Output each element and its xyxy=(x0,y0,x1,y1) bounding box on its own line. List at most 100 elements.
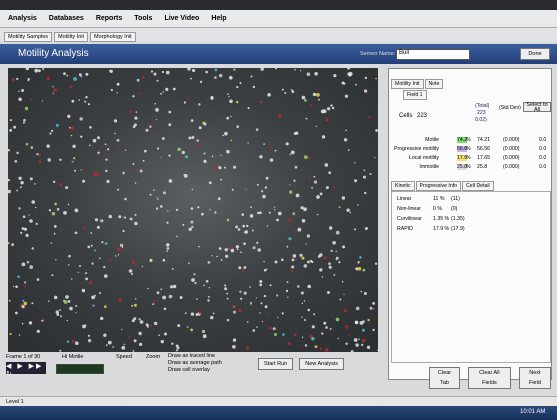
cell-dot xyxy=(97,136,100,139)
cell-dot xyxy=(342,196,345,199)
cell-dot xyxy=(150,194,152,196)
cell-dot xyxy=(330,104,332,106)
cell-dot xyxy=(75,341,79,345)
cell-dot xyxy=(297,285,299,287)
cell-dot xyxy=(291,151,295,155)
table-cell: 25.8 xyxy=(477,164,487,170)
cell-dot xyxy=(204,123,207,126)
cell-dot xyxy=(345,129,347,131)
cell-dot xyxy=(375,78,376,79)
table-row: RAPID17.9 %(17.9) xyxy=(393,226,549,234)
kinetic-tab[interactable]: Cell Detail xyxy=(462,181,494,191)
table-cell: % xyxy=(466,164,471,170)
cell-dot xyxy=(160,157,161,158)
table-cell: (17.9) xyxy=(451,226,465,232)
done-button[interactable]: Done xyxy=(520,48,550,60)
kinetic-tab[interactable]: Progressive Info xyxy=(416,181,461,191)
cell-dot xyxy=(226,293,228,295)
cell-dot xyxy=(322,135,325,138)
control-button[interactable]: New Analysis xyxy=(299,358,344,370)
speed-label: Speed xyxy=(116,354,132,360)
cell-dot xyxy=(357,261,359,263)
menu-item[interactable]: Analysis xyxy=(8,15,37,22)
cell-dot xyxy=(304,264,308,268)
cell-dot xyxy=(304,319,306,321)
kinetic-tab[interactable]: Kinetic xyxy=(391,181,415,191)
draw-option[interactable]: Draw as traced line xyxy=(168,353,222,360)
panel-button[interactable]: Clear All Fields xyxy=(468,367,511,389)
menu-item[interactable]: Databases xyxy=(49,15,84,22)
menu-item[interactable]: Tools xyxy=(134,15,152,22)
microscope-view xyxy=(8,68,378,352)
cell-dot xyxy=(329,266,332,269)
cell-dot xyxy=(52,212,56,216)
cell-dot xyxy=(262,195,266,199)
cell-dot xyxy=(42,100,43,101)
cell-dot xyxy=(72,161,74,163)
cell-dot xyxy=(208,261,211,264)
menu-bar: Analysis Databases Reports Tools Live Video H… xyxy=(0,10,557,28)
select-all-button[interactable]: Select to All xyxy=(523,102,551,112)
cell-dot xyxy=(80,117,83,120)
cell-dot xyxy=(150,259,153,262)
cell-dot xyxy=(224,287,227,290)
cell-dot xyxy=(187,326,189,328)
table-cell: 56.56 xyxy=(477,146,490,152)
cell-dot xyxy=(364,169,366,171)
tab[interactable]: Morphology Init xyxy=(90,32,136,42)
cell-dot xyxy=(190,78,192,80)
cell-dot xyxy=(35,207,36,208)
sample-select[interactable]: Bull xyxy=(396,49,470,60)
draw-option[interactable]: Draw as average path xyxy=(168,360,222,367)
cell-dot xyxy=(133,125,136,128)
cell-dot xyxy=(81,169,82,170)
menu-item[interactable]: Live Video xyxy=(164,15,199,22)
panel-button[interactable]: Clear Tab xyxy=(429,367,460,389)
panel-tab[interactable]: Motility Init xyxy=(391,79,424,89)
cell-dot xyxy=(293,254,297,258)
cell-dot xyxy=(163,259,166,262)
table-cell: Curvilinear xyxy=(397,216,422,222)
panel-tab[interactable]: Note xyxy=(425,79,444,89)
cell-dot xyxy=(249,286,251,288)
cell-dot xyxy=(82,325,86,329)
panel-button[interactable]: Next Field xyxy=(519,367,551,389)
cell-dot xyxy=(267,93,271,97)
cell-dot xyxy=(294,69,296,71)
menu-item[interactable]: Reports xyxy=(96,15,122,22)
cell-dot xyxy=(232,306,235,309)
cell-dot xyxy=(157,197,158,198)
cell-dot xyxy=(70,126,74,130)
cell-dot xyxy=(28,78,30,80)
tab[interactable]: Motility Init xyxy=(54,32,88,42)
cell-dot xyxy=(200,81,202,83)
table-cell: RAPID xyxy=(397,226,413,232)
cell-dot xyxy=(157,80,159,82)
table-row: Local motility17.6%17.65(0.000)0.0 xyxy=(393,155,549,163)
cell-dot xyxy=(109,259,111,261)
table-cell: Linear xyxy=(397,196,411,202)
cell-dot xyxy=(53,181,55,183)
cell-dot xyxy=(324,256,327,259)
menu-item[interactable]: Help xyxy=(211,15,226,22)
tab[interactable]: Motility Samples xyxy=(4,32,52,42)
control-button[interactable]: Start Run xyxy=(258,358,293,370)
cell-dot xyxy=(22,227,25,230)
cell-dot xyxy=(317,214,319,216)
cell-dot xyxy=(218,166,221,169)
draw-option[interactable]: Draw cell overlay xyxy=(168,367,222,374)
cell-dot xyxy=(242,269,245,272)
cell-dot xyxy=(88,335,90,337)
cell-dot xyxy=(231,249,235,253)
cells-label: Cells xyxy=(399,113,412,119)
field-tab[interactable]: Field 1 xyxy=(403,90,427,100)
cell-dot xyxy=(209,287,210,288)
cell-dot xyxy=(256,242,258,244)
cell-dot xyxy=(240,298,242,300)
cell-dot xyxy=(24,281,26,283)
cell-dot xyxy=(173,285,176,288)
cell-dot xyxy=(169,295,173,299)
playback-buttons[interactable]: ◀ ▶ ▶▶ ↻ xyxy=(6,362,46,374)
cell-dot xyxy=(326,186,329,189)
cell-dot xyxy=(375,263,377,265)
